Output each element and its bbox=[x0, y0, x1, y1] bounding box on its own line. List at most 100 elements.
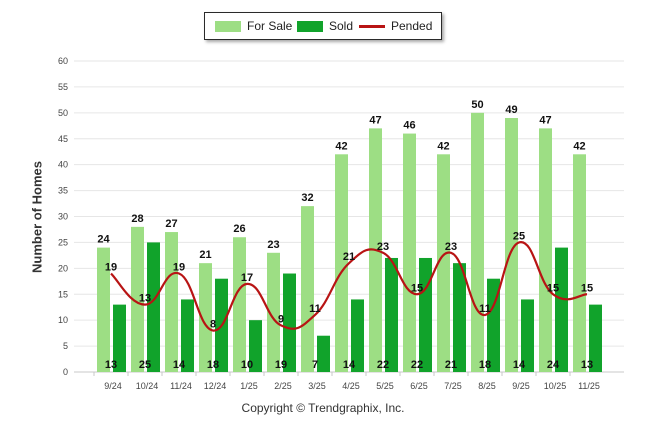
legend-swatch-for-sale bbox=[215, 20, 241, 32]
bar-sold bbox=[453, 263, 466, 372]
bar-for-sale bbox=[233, 237, 246, 372]
bars-group bbox=[97, 112, 602, 373]
data-label-for-sale: 49 bbox=[505, 104, 517, 116]
bar-for-sale bbox=[97, 247, 110, 372]
bar-for-sale bbox=[471, 112, 484, 372]
data-label-sold: 19 bbox=[275, 359, 287, 371]
x-tick-label: 1/25 bbox=[240, 381, 258, 391]
bar-sold bbox=[249, 320, 262, 372]
x-tick-label: 8/25 bbox=[478, 381, 496, 391]
data-label-pended: 17 bbox=[241, 272, 253, 284]
x-tick-label: 12/24 bbox=[204, 381, 227, 391]
y-axis-label: Number of Homes bbox=[29, 161, 45, 273]
data-label-pended: 8 bbox=[210, 319, 216, 331]
legend-label-for-sale: For Sale bbox=[247, 19, 293, 33]
data-label-for-sale: 50 bbox=[471, 99, 483, 111]
data-label-for-sale: 42 bbox=[573, 140, 585, 152]
x-tick-label: 6/25 bbox=[410, 381, 428, 391]
data-label-pended: 15 bbox=[581, 282, 593, 294]
data-label-pended: 21 bbox=[343, 251, 355, 263]
data-label-sold: 13 bbox=[105, 359, 117, 371]
data-label-pended: 23 bbox=[445, 241, 457, 253]
data-label-for-sale: 32 bbox=[301, 192, 313, 204]
y-tick-label: 10 bbox=[58, 315, 68, 325]
legend-item-for-sale[interactable]: For Sale bbox=[215, 13, 292, 39]
x-tick-label: 11/25 bbox=[578, 381, 600, 391]
data-label-for-sale: 27 bbox=[165, 218, 177, 230]
data-label-sold: 18 bbox=[207, 359, 219, 371]
data-label-sold: 22 bbox=[411, 359, 423, 371]
y-tick-label: 25 bbox=[58, 237, 68, 247]
y-tick-label: 55 bbox=[58, 82, 68, 92]
y-tick-label: 60 bbox=[58, 56, 68, 66]
data-label-pended: 11 bbox=[479, 303, 491, 315]
y-tick-label: 50 bbox=[58, 108, 68, 118]
data-label-pended: 23 bbox=[377, 241, 389, 253]
pended-line-group bbox=[110, 241, 588, 332]
data-label-for-sale: 46 bbox=[403, 120, 415, 132]
x-tick-label: 7/25 bbox=[444, 381, 462, 391]
bar-for-sale bbox=[437, 154, 450, 372]
data-label-for-sale: 47 bbox=[539, 114, 551, 126]
data-label-sold: 7 bbox=[312, 359, 318, 371]
data-label-pended: 9 bbox=[278, 313, 284, 325]
bar-sold bbox=[419, 257, 432, 372]
y-tick-label: 20 bbox=[58, 263, 68, 273]
legend-item-sold[interactable]: Sold bbox=[297, 13, 353, 39]
data-label-sold: 21 bbox=[445, 359, 457, 371]
y-tick-label: 15 bbox=[58, 289, 68, 299]
bar-sold bbox=[147, 242, 160, 372]
x-tick-label: 9/25 bbox=[512, 381, 530, 391]
data-label-sold: 14 bbox=[513, 359, 526, 371]
bar-for-sale bbox=[199, 263, 212, 372]
y-tick-label: 45 bbox=[58, 134, 68, 144]
x-tick-label: 2/25 bbox=[274, 381, 292, 391]
data-label-pended: 13 bbox=[139, 293, 151, 305]
bar-sold bbox=[181, 299, 194, 372]
y-tick-label: 40 bbox=[58, 160, 68, 170]
bar-for-sale bbox=[301, 206, 314, 372]
data-label-sold: 24 bbox=[547, 359, 560, 371]
y-tick-label: 35 bbox=[58, 186, 68, 196]
y-tick-label: 0 bbox=[63, 367, 68, 377]
legend-label-sold: Sold bbox=[329, 19, 354, 33]
data-label-pended: 19 bbox=[105, 262, 117, 274]
bar-for-sale bbox=[267, 252, 280, 372]
data-label-for-sale: 26 bbox=[233, 223, 245, 235]
bar-for-sale bbox=[505, 118, 518, 373]
bar-sold bbox=[589, 304, 602, 372]
copyright-text: Copyright © Trendgraphix, Inc. bbox=[241, 401, 405, 415]
bar-for-sale bbox=[165, 232, 178, 372]
data-label-sold: 18 bbox=[479, 359, 491, 371]
bar-for-sale bbox=[131, 226, 144, 372]
bar-sold bbox=[283, 273, 296, 372]
bar-for-sale bbox=[403, 133, 416, 372]
legend-item-pended[interactable]: Pended bbox=[359, 13, 432, 39]
legend-label-pended: Pended bbox=[391, 19, 433, 33]
bar-for-sale bbox=[573, 154, 586, 372]
data-label-pended: 15 bbox=[411, 282, 423, 294]
bar-sold bbox=[555, 247, 568, 372]
y-tick-label: 30 bbox=[58, 212, 68, 222]
bar-sold bbox=[487, 278, 500, 372]
legend-swatch-sold bbox=[297, 20, 323, 32]
x-tick-label: 10/24 bbox=[136, 381, 159, 391]
bar-for-sale bbox=[539, 128, 552, 372]
data-label-sold: 14 bbox=[343, 359, 356, 371]
legend-swatch-pended bbox=[359, 24, 385, 28]
data-label-pended: 25 bbox=[513, 230, 525, 242]
data-label-for-sale: 24 bbox=[97, 234, 110, 246]
x-tick-label: 4/25 bbox=[342, 381, 360, 391]
bar-sold bbox=[351, 299, 364, 372]
pended-line bbox=[110, 241, 588, 332]
data-label-sold: 13 bbox=[581, 359, 593, 371]
bar-sold bbox=[521, 299, 534, 372]
x-tick-label: 10/25 bbox=[544, 381, 567, 391]
bar-sold bbox=[385, 257, 398, 372]
data-labels-group: 24 13 28 25 27 14 21 18 26 10 23 19 32 7 42 14 47 22 46 22 4… bbox=[97, 99, 593, 371]
axes-group: 0 5 10 15 20 25 30 35 40 45 50 55 60 9/24 10/24 11/24 12… bbox=[58, 56, 600, 391]
x-tick-label: 11/24 bbox=[170, 381, 192, 391]
data-label-sold: 25 bbox=[139, 359, 151, 371]
data-label-pended: 15 bbox=[547, 282, 559, 294]
